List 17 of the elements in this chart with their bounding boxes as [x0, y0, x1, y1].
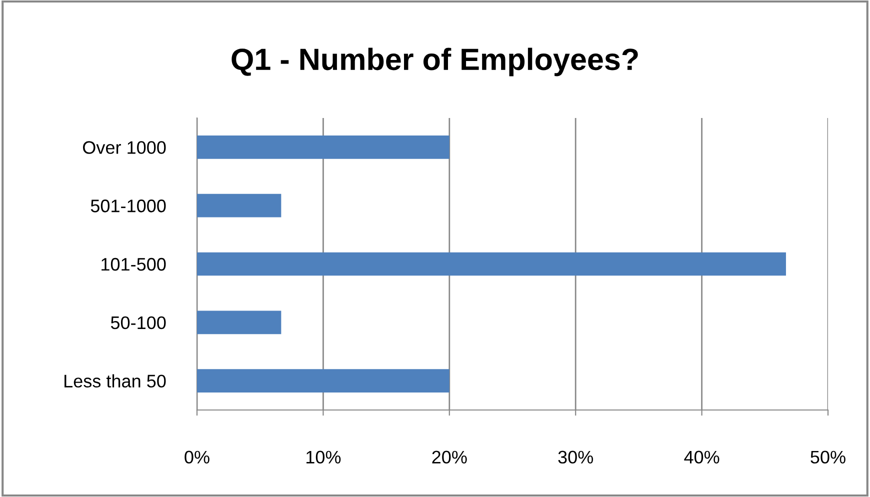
- y-tick-label: 501-1000: [90, 200, 166, 212]
- chart-title: Q1 - Number of Employees?: [232, 48, 638, 76]
- bar: [197, 252, 786, 276]
- bar: [197, 369, 450, 392]
- x-tick-label: 0%: [184, 450, 210, 464]
- bar: [197, 194, 282, 218]
- x-tick-label: 40%: [684, 450, 720, 464]
- y-tick-label: 101-500: [102, 258, 166, 271]
- bar: [197, 136, 450, 159]
- y-tick-label: 50-100: [110, 316, 166, 330]
- y-tick-label: Less than 50: [64, 374, 166, 388]
- x-tick-label: 10%: [306, 450, 341, 464]
- y-tick-label: Over 1000: [82, 141, 166, 154]
- x-tick-label: 50%: [810, 450, 846, 464]
- x-tick-label: 30%: [558, 450, 594, 464]
- x-tick-label: 20%: [432, 450, 467, 464]
- bar: [197, 310, 282, 334]
